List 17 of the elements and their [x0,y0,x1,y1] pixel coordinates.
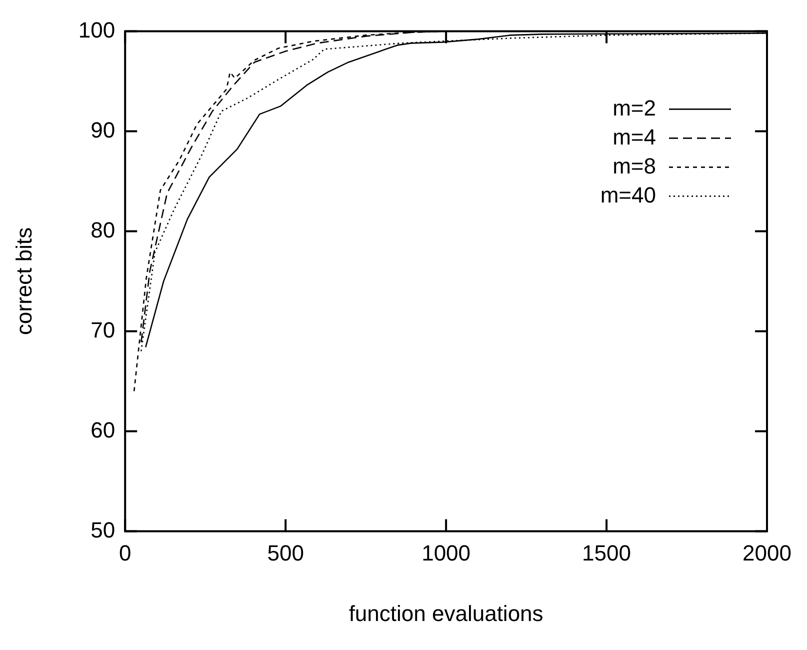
y-tick-label: 100 [78,17,116,42]
x-tick-label: 1000 [422,540,471,566]
legend-label: m=4 [612,124,656,150]
legend-label: m=8 [612,153,656,178]
legend-label: m=40 [600,182,656,208]
x-tick-label: 500 [267,540,304,566]
x-tick-label: 1500 [582,540,632,566]
y-tick-label: 60 [90,417,116,442]
y-tick-label: 90 [90,117,116,142]
x-tick-label: 2000 [742,540,792,566]
y-tick-label: 50 [90,517,116,542]
y-axis-title: correct bits [11,227,36,335]
x-tick-label: 0 [118,540,132,566]
y-tick-label: 80 [90,217,116,242]
x-axis-title: function evaluations [348,600,544,626]
y-tick-label: 70 [90,317,116,342]
legend-label: m=2 [612,95,656,120]
